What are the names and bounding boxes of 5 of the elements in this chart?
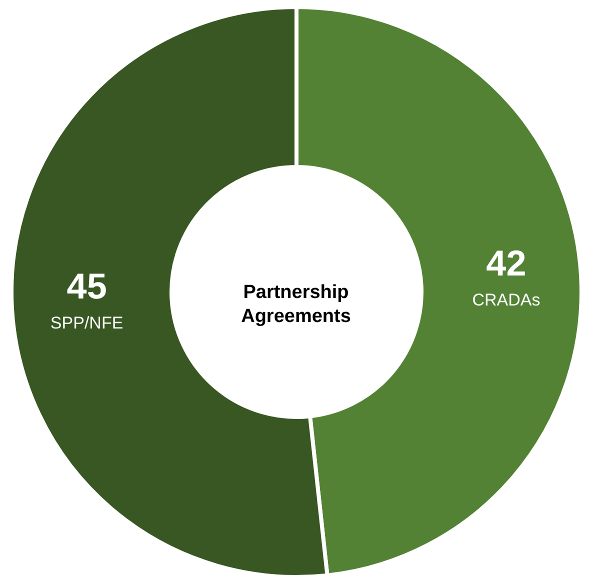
data-label: 42: [486, 242, 526, 284]
slice-label: SPP/NFE: [50, 313, 124, 332]
text: Partnership Agreements: [241, 282, 351, 327]
slice-label: CRADAs: [472, 290, 540, 310]
data-label: 45: [66, 265, 107, 306]
